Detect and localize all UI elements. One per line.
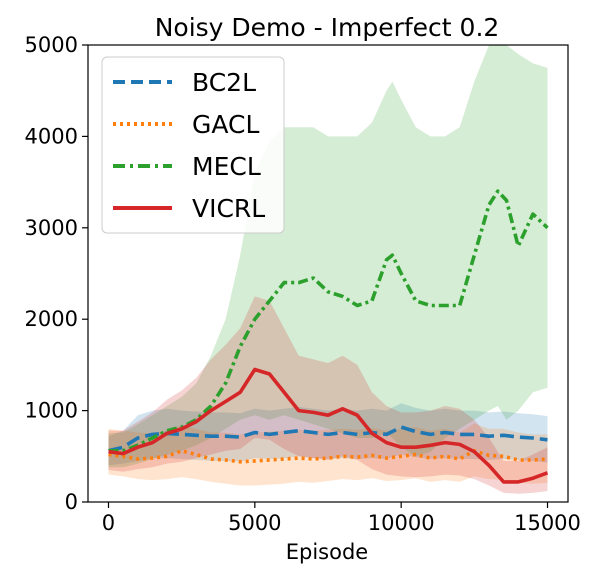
y-tick-label: 0 — [65, 490, 78, 514]
y-tick-label: 5000 — [25, 33, 78, 57]
x-tick-label: 15000 — [514, 511, 581, 535]
x-tick-label: 10000 — [368, 511, 435, 535]
legend-label-gacl: GACL — [192, 110, 259, 139]
chart-title: Noisy Demo - Imperfect 0.2 — [155, 13, 500, 42]
legend-label-vicrl: VICRL — [192, 194, 265, 223]
legend: BC2L GACL MECL VICRL — [101, 56, 285, 234]
axis-ticks: 0 5000 10000 15000 0 1000 2000 3000 4000 5000 — [25, 33, 581, 535]
y-tick-label: 2000 — [25, 307, 78, 331]
legend-box — [101, 56, 285, 234]
y-tick-label: 1000 — [25, 399, 78, 423]
band-mecl — [108, 45, 548, 468]
x-axis-title: Episode — [286, 540, 368, 564]
band-gacl — [108, 423, 548, 486]
series-lines — [108, 189, 549, 484]
x-tick-label: 0 — [102, 511, 115, 535]
y-tick-label: 4000 — [25, 124, 78, 148]
series-line-bc2l — [108, 425, 548, 453]
series-line-mecl — [108, 189, 549, 453]
legend-label-bc2l: BC2L — [192, 68, 256, 97]
x-tick-label: 5000 — [228, 511, 281, 535]
y-tick-label: 3000 — [25, 216, 78, 240]
series-line-vicrl — [108, 367, 549, 484]
legend-label-mecl: MECL — [192, 152, 261, 181]
plot-frame — [87, 44, 569, 503]
